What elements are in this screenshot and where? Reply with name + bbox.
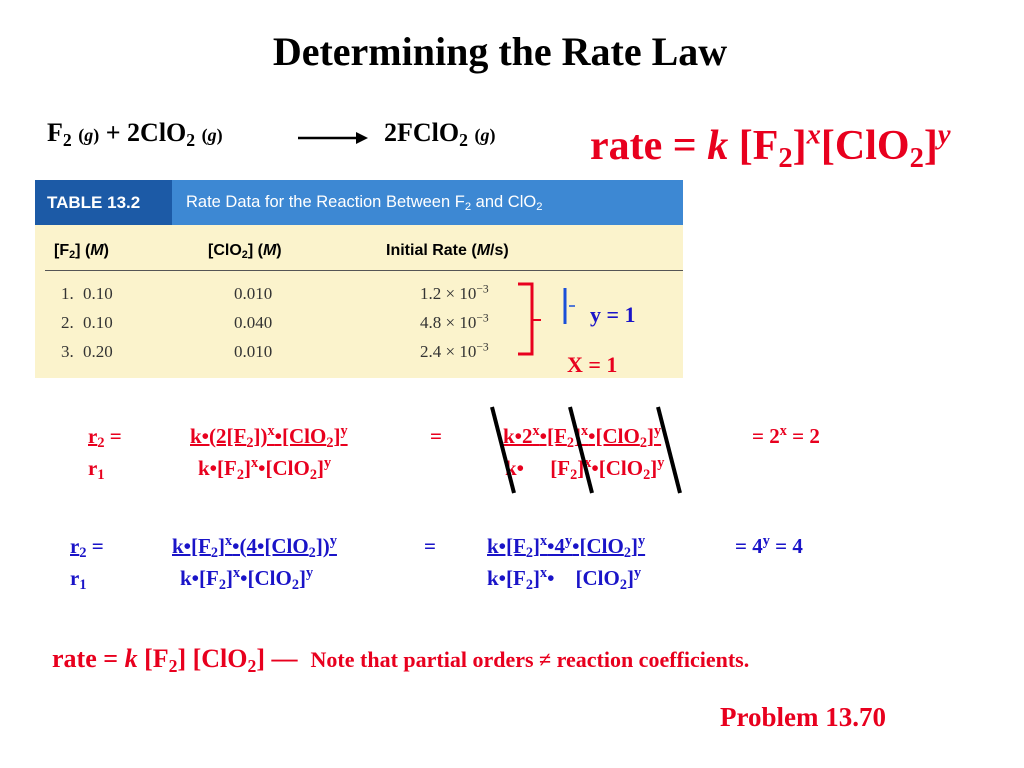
calc-y-denominator-2: k•[F2]x• [ClO2]y <box>487 565 642 593</box>
calc-x-equals: = <box>430 424 442 448</box>
subscript: 2 <box>247 655 257 676</box>
final-rate-law: rate = k [F2] [ClO2] — Note that partial… <box>52 644 750 676</box>
general-rate-law: rate = k [F2]x[ClO2]y <box>590 119 951 173</box>
x-result-label: X = 1 <box>567 352 618 377</box>
slide-title: Determining the Rate Law <box>272 29 728 74</box>
row-number: 2. <box>61 313 74 332</box>
table-caption: Rate Data for the Reaction Between F2 an… <box>172 180 683 225</box>
row-number: 3. <box>61 342 74 361</box>
cell-clo2: 0.010 <box>234 342 273 361</box>
calc-y-equals: = <box>424 534 436 558</box>
table-tag: TABLE 13.2 <box>35 180 172 225</box>
cell-f2: 0.20 <box>83 342 113 361</box>
calc-y-numerator-2: k•[F2]x•4y•[ClO2]y <box>487 533 646 561</box>
problem-reference: Problem 13.70 <box>720 702 886 732</box>
cell-rate: 2.4 × 10−3 <box>420 340 489 361</box>
phase-label: (g) <box>201 125 223 145</box>
reactant-f2: F <box>47 118 63 147</box>
clo2-term: [ClO <box>192 644 248 673</box>
calc-x-r1: r1 <box>88 456 105 483</box>
rate-label: rate = <box>52 644 119 673</box>
cell-rate: 1.2 × 10−3 <box>420 282 489 303</box>
reaction-product: 2FClO2 (g) <box>384 118 496 150</box>
bracket: ] <box>256 644 266 673</box>
y-result-label: y = 1 <box>590 302 636 327</box>
cancel-clo2-line <box>656 406 682 494</box>
rate-data-table: TABLE 13.2 Rate Data for the Reaction Be… <box>35 180 683 378</box>
cancel-f2-line <box>568 406 594 494</box>
calc-x-denominator: k•[F2]x•[ClO2]y <box>198 455 332 483</box>
subscript: 2 <box>459 129 468 150</box>
subscript: 2 <box>536 201 543 214</box>
bracket: ] <box>177 644 187 673</box>
calc-x-r2: r2 = <box>88 424 122 451</box>
f2-term: [F <box>738 123 779 169</box>
table-header: TABLE 13.2 Rate Data for the Reaction Be… <box>35 180 683 225</box>
calc-y-r1: r1 <box>70 566 87 593</box>
cancel-k-line <box>490 406 516 494</box>
calc-y-denominator: k•[F2]x•[ClO2]y <box>180 565 314 593</box>
reactant-clo2: + 2ClO <box>105 118 187 147</box>
f2-term: [F <box>144 644 169 673</box>
comparison-brackets <box>518 282 575 356</box>
subscript: 2 <box>186 129 196 150</box>
subscript: 2 <box>909 142 924 174</box>
cell-f2: 0.10 <box>83 313 113 332</box>
note-text: Note that partial orders ≠ reaction coef… <box>310 647 750 672</box>
row-number: 1. <box>61 284 74 303</box>
clo2-term: [ClO <box>820 123 910 169</box>
cell-clo2: 0.010 <box>234 284 273 303</box>
cell-rate: 4.8 × 10−3 <box>420 311 489 332</box>
phase-label: (g) <box>474 125 496 145</box>
calc-x-numerator: k•(2[F2])x•[ClO2]y <box>190 423 348 451</box>
column-header-clo2: [ClO2] (M) <box>208 242 282 262</box>
caption-text: and ClO <box>471 193 537 211</box>
phase-label: (g) <box>78 125 100 145</box>
column-header-rate: Initial Rate (M/s) <box>386 242 509 259</box>
order-y: y <box>937 119 951 151</box>
subscript: 2 <box>464 201 472 214</box>
cell-f2: 0.10 <box>83 284 113 303</box>
reaction-arrow-icon <box>298 132 368 144</box>
subscript: 2 <box>778 142 793 174</box>
calc-y-result: = 4y = 4 <box>735 533 803 558</box>
calc-y-numerator: k•[F2]x•(4•[ClO2])y <box>172 533 337 561</box>
em-dash: — <box>271 644 298 673</box>
reaction-equation: F2 (g) + 2ClO2 (g) <box>47 118 223 150</box>
bracket: ] <box>792 123 807 169</box>
rate-constant: k <box>707 123 729 169</box>
column-header-f2: [F2] (M) <box>54 242 109 262</box>
cancel-strikes <box>490 406 682 494</box>
table-divider <box>45 270 683 271</box>
subscript: 2 <box>62 129 72 150</box>
cell-clo2: 0.040 <box>234 313 273 332</box>
subscript: 2 <box>168 655 178 676</box>
rate-constant: k <box>124 644 138 673</box>
calc-y-r2: r2 = <box>70 534 104 561</box>
red-bracket-rows-1-3 <box>518 282 534 356</box>
calc-x-result: = 2x = 2 <box>752 423 820 448</box>
order-x: x <box>806 119 821 151</box>
bracket: ] <box>923 123 938 169</box>
caption-text: Rate Data for the Reaction Between F <box>186 193 465 211</box>
rate-label: rate = <box>590 123 697 169</box>
product-fclo2: 2FClO <box>384 118 460 147</box>
